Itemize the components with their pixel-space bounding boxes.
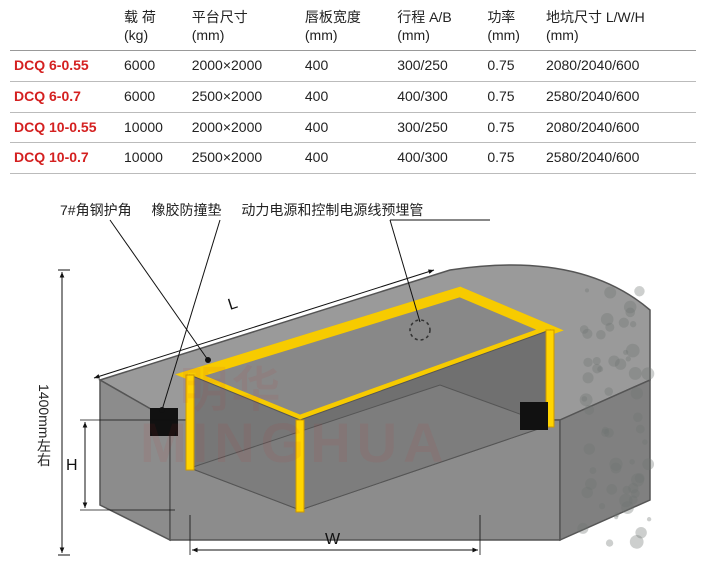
- cell-power: 0.75: [483, 51, 542, 82]
- cell-power: 0.75: [483, 112, 542, 143]
- cell-travel: 300/250: [393, 51, 483, 82]
- cell-model: DCQ 6-0.55: [10, 51, 120, 82]
- table-row: DCQ 6-0.5560002000×2000400300/2500.75208…: [10, 51, 696, 82]
- cell-load: 10000: [120, 143, 188, 174]
- cell-lip: 400: [301, 143, 393, 174]
- diagram-svg: L H W: [20, 210, 700, 580]
- pit-diagram: 1400mm左右 L H W: [20, 210, 700, 580]
- cell-lip: 400: [301, 112, 393, 143]
- cell-load: 6000: [120, 81, 188, 112]
- col-travel: 行程 A/B(mm): [393, 6, 483, 51]
- col-load: 载 荷(kg): [120, 6, 188, 51]
- cell-travel: 300/250: [393, 112, 483, 143]
- cell-platform: 2000×2000: [188, 51, 301, 82]
- col-power: 功率(mm): [483, 6, 542, 51]
- cell-power: 0.75: [483, 81, 542, 112]
- table-row: DCQ 6-0.760002500×2000400400/3000.752580…: [10, 81, 696, 112]
- col-model-blank: [10, 6, 120, 51]
- cell-lip: 400: [301, 81, 393, 112]
- cell-pit: 2580/2040/600: [542, 143, 696, 174]
- svg-text:H: H: [66, 457, 78, 474]
- cell-model: DCQ 6-0.7: [10, 81, 120, 112]
- table-body: DCQ 6-0.5560002000×2000400300/2500.75208…: [10, 51, 696, 173]
- cell-travel: 400/300: [393, 81, 483, 112]
- cell-load: 10000: [120, 112, 188, 143]
- cell-pit: 2580/2040/600: [542, 81, 696, 112]
- cell-pit: 2080/2040/600: [542, 51, 696, 82]
- col-platform: 平台尺寸(mm): [188, 6, 301, 51]
- cell-travel: 400/300: [393, 143, 483, 174]
- spec-table-wrap: 载 荷(kg) 平台尺寸(mm) 唇板宽度(mm) 行程 A/B(mm) 功率(…: [0, 0, 714, 174]
- cell-pit: 2080/2040/600: [542, 112, 696, 143]
- cell-platform: 2500×2000: [188, 143, 301, 174]
- table-row: DCQ 10-0.55100002000×2000400300/2500.752…: [10, 112, 696, 143]
- svg-text:W: W: [325, 531, 341, 548]
- col-pit: 地坑尺寸 L/W/H(mm): [542, 6, 696, 51]
- table-head: 载 荷(kg) 平台尺寸(mm) 唇板宽度(mm) 行程 A/B(mm) 功率(…: [10, 6, 696, 51]
- cell-platform: 2000×2000: [188, 112, 301, 143]
- svg-text:L: L: [226, 295, 240, 314]
- cell-model: DCQ 10-0.55: [10, 112, 120, 143]
- col-lip: 唇板宽度(mm): [301, 6, 393, 51]
- cell-load: 6000: [120, 51, 188, 82]
- dim-side-1400: 1400mm左右: [20, 270, 54, 580]
- spec-table: 载 荷(kg) 平台尺寸(mm) 唇板宽度(mm) 行程 A/B(mm) 功率(…: [10, 6, 696, 174]
- cell-lip: 400: [301, 51, 393, 82]
- table-row: DCQ 10-0.7100002500×2000400400/3000.7525…: [10, 143, 696, 174]
- cell-platform: 2500×2000: [188, 81, 301, 112]
- cell-power: 0.75: [483, 143, 542, 174]
- cell-model: DCQ 10-0.7: [10, 143, 120, 174]
